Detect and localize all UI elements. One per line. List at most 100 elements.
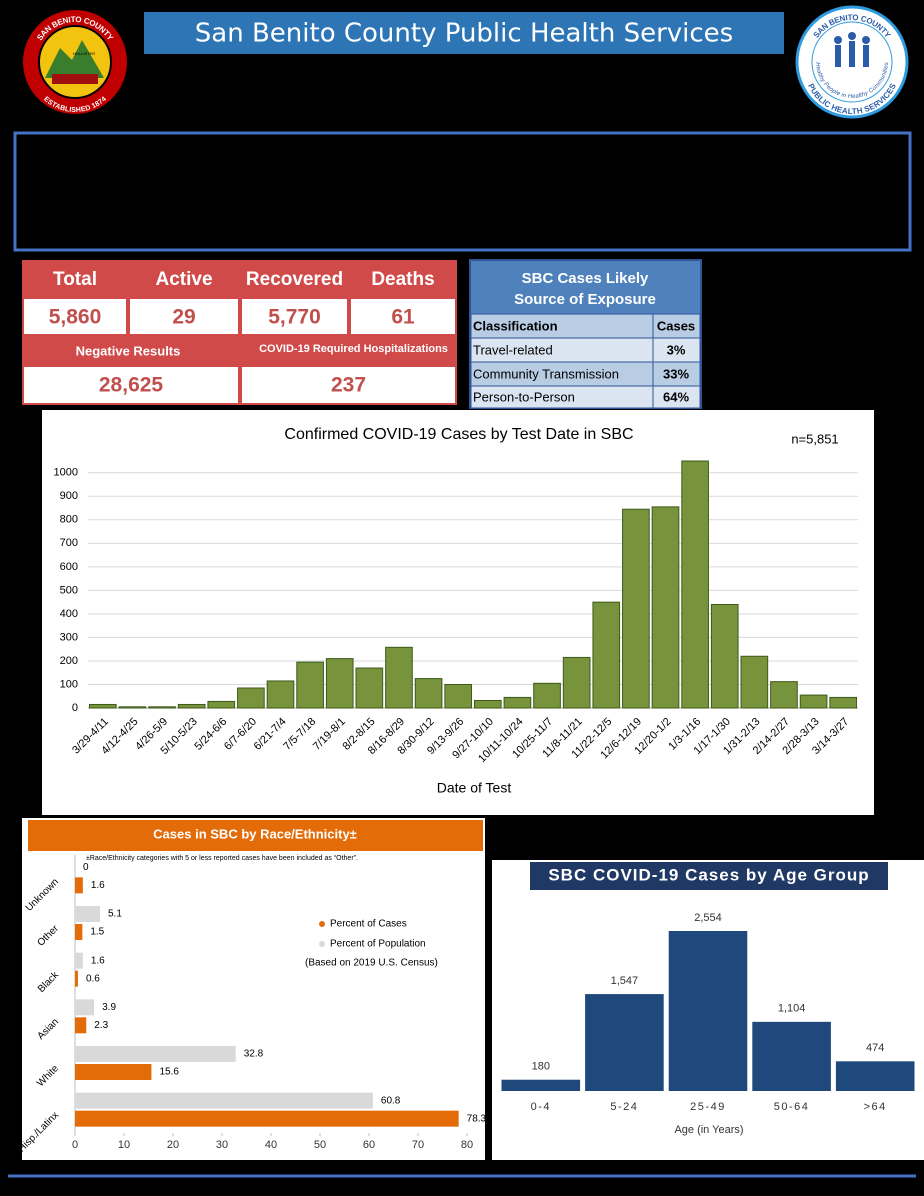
value-label: 0.6 [86,973,100,984]
y-tick-label: 400 [60,608,78,620]
exposure-cell: 64% [663,389,689,404]
y-tick-label: 700 [60,537,78,549]
bar [681,460,709,709]
test-date-chart: Confirmed COVID-19 Cases by Test Date in… [42,410,874,815]
bar [296,661,324,709]
bar [148,706,176,709]
x-tick-label: 60 [363,1139,375,1151]
x-axis-title: Date of Test [437,780,512,796]
bar [75,999,95,1016]
exposure-row [470,313,701,339]
x-tick-label: 50 [314,1139,326,1151]
value-label: 60.8 [381,1095,401,1106]
value-label: 1,547 [611,975,639,987]
y-tick-label: 300 [60,631,78,643]
bar [835,1061,915,1091]
x-tick-label: 10 [118,1139,130,1151]
summary-cell [242,299,347,334]
summary-header: Deaths [371,269,434,290]
title-banner [530,862,888,890]
bar [533,682,561,709]
exposure-row [470,361,701,387]
exposure-title: Source of Exposure [514,291,656,308]
logo-hills [45,40,104,78]
bar [799,694,828,709]
summary-cell [24,367,238,403]
summary-cell [351,299,455,334]
y-tick-label: 1000 [54,467,78,479]
chart-annotation: n=5,851 [791,431,838,446]
age-chart: SBC COVID-19 Cases by Age Group Age (in … [492,860,924,1160]
exposure-cell: Classification [473,318,558,333]
legend-swatch [319,941,325,947]
summary-value: 237 [331,374,366,397]
value-label: 32.8 [244,1049,264,1060]
value-label: 78.3 [467,1113,487,1124]
bar [75,1064,152,1080]
exposure-cell: 3% [667,342,686,357]
value-label: 1,104 [778,1003,806,1015]
bar [501,1079,581,1091]
bar [592,601,621,709]
y-tick-label: 200 [60,655,78,667]
bar [237,687,265,709]
summary-value: 29 [172,306,195,329]
bar [75,877,83,894]
bar [414,678,443,709]
bar [75,1046,236,1062]
summary-header: Total [53,269,97,290]
title-banner [28,820,483,851]
summary-header: Recovered [246,269,343,290]
summary-value: 5,860 [49,306,102,329]
bar [770,681,798,709]
y-tick-label: 900 [60,490,78,502]
bar [444,683,473,709]
value-label: 3.9 [102,1002,116,1013]
bar [75,1110,459,1127]
bar [651,506,680,709]
logo-field [52,74,98,84]
bar [503,696,532,709]
exposure-cell: 33% [663,366,689,381]
y-tick-label: 800 [60,514,78,526]
summary-cell [24,299,126,334]
legend-note: (Based on 2019 U.S. Census) [305,958,438,969]
chart-bg [22,818,485,1160]
chart-note: ±Race/Ethnicity categories with 5 or les… [86,855,358,862]
race-chart: Cases in SBC by Race/Ethnicity± ±Race/Et… [16,818,487,1160]
value-label: 0 [83,862,89,873]
value-label: 1.6 [91,955,105,966]
value-label: 5.1 [108,909,122,920]
exposure-cell: Person-to-Person [473,389,575,404]
y-tick-label: 500 [60,584,78,596]
bar [75,970,78,987]
chart-title: Cases in SBC by Race/Ethnicity± [153,826,357,841]
value-label: 15.6 [159,1067,179,1078]
x-tick-label: 30 [216,1139,228,1151]
x-tick-label: 80 [461,1139,473,1151]
summary-value: 61 [391,306,415,329]
x-tick-label: >64 [864,1101,887,1113]
notice-frame [13,131,912,252]
value-label: 180 [532,1061,550,1073]
exposure-cell: Travel-related [473,342,553,357]
summary-header: Active [155,269,212,290]
logo-place: HOLLISTER [73,51,95,56]
y-tick-label: 0 [72,702,78,714]
x-tick-label: 0-4 [531,1101,551,1113]
y-tick-label: 100 [60,678,78,690]
exposure-row [470,337,701,363]
county-logo: SAN BENITO COUNTY ESTABLISHED 1874 HOLLI… [21,8,129,116]
value-label: 2,554 [694,912,722,924]
y-tick-label: 600 [60,561,78,573]
x-tick-label: 5-24 [610,1101,638,1113]
header-banner [144,12,784,54]
exposure-title: SBC Cases Likely [522,270,649,287]
bar [207,700,236,709]
bar [177,703,206,709]
summary-value: 5,770 [268,306,321,329]
value-label: 2.3 [94,1020,108,1031]
bar [622,508,650,709]
x-tick-label: 50-64 [774,1101,810,1113]
